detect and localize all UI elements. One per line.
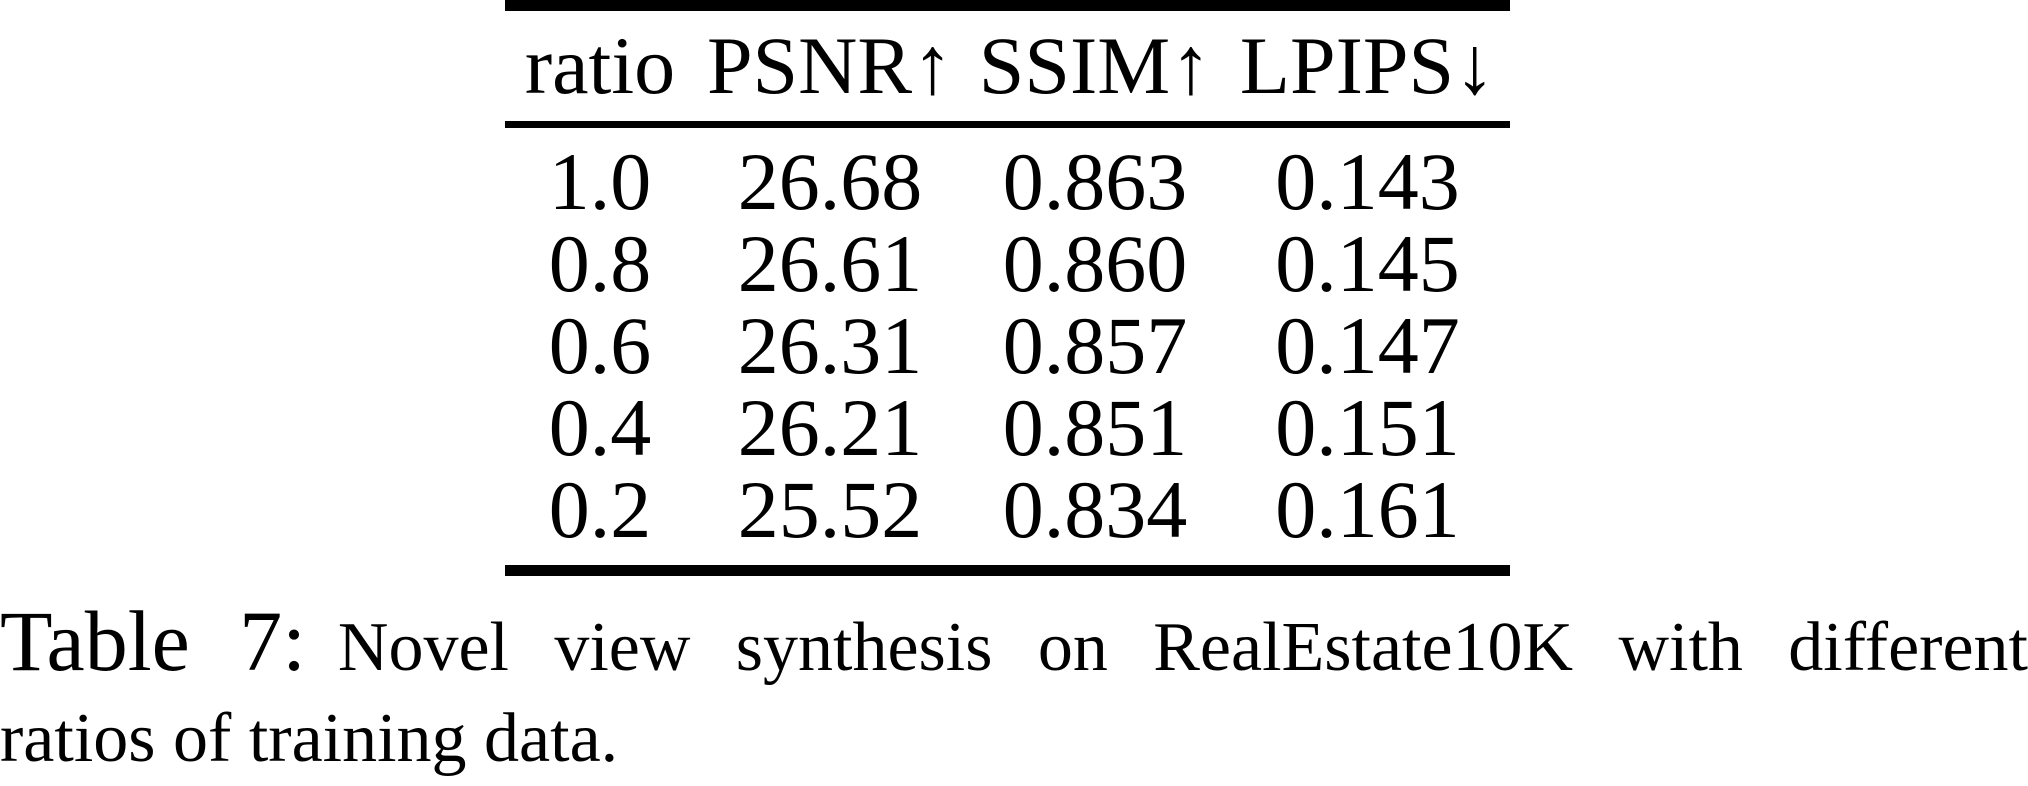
cell-ssim: 0.860 bbox=[1002, 218, 1188, 309]
cell-ssim: 0.863 bbox=[1002, 136, 1188, 227]
col-header-psnr: PSNR↑ bbox=[706, 20, 954, 111]
results-table: ratio PSNR↑ SSIM↑ LPIPS↓ 1.0 26.68 0.863… bbox=[505, 0, 1510, 576]
cell-psnr: 26.21 bbox=[737, 382, 923, 473]
cell-ssim: 0.834 bbox=[1002, 464, 1188, 555]
table-caption: Table 7: Novel view synthesis on RealEst… bbox=[0, 592, 2028, 786]
col-header-ratio: ratio bbox=[524, 20, 676, 111]
cell-psnr: 26.31 bbox=[737, 300, 923, 391]
cell-ratio: 1.0 bbox=[548, 136, 652, 227]
col-header-ssim: SSIM↑ bbox=[978, 20, 1212, 111]
table-row: 0.6 26.31 0.857 0.147 bbox=[505, 305, 1510, 387]
cell-ratio: 0.2 bbox=[548, 464, 652, 555]
cell-ratio: 0.8 bbox=[548, 218, 652, 309]
results-table-container: ratio PSNR↑ SSIM↑ LPIPS↓ 1.0 26.68 0.863… bbox=[505, 0, 1510, 576]
caption-text-line-2: ratios of training data. bbox=[0, 700, 619, 777]
table-row: 0.8 26.61 0.860 0.145 bbox=[505, 223, 1510, 305]
cell-lpips: 0.143 bbox=[1275, 136, 1460, 227]
cell-lpips: 0.145 bbox=[1275, 218, 1460, 309]
cell-ssim: 0.857 bbox=[1002, 300, 1188, 391]
caption-line-1: Table 7: Novel view synthesis on RealEst… bbox=[0, 592, 2028, 690]
caption-label: Table 7: bbox=[0, 593, 307, 689]
table-row: 1.0 26.68 0.863 0.143 bbox=[505, 125, 1510, 224]
table-row: 0.4 26.21 0.851 0.151 bbox=[505, 387, 1510, 469]
col-header-lpips: LPIPS↓ bbox=[1239, 20, 1496, 111]
cell-ssim: 0.851 bbox=[1002, 382, 1188, 473]
cell-psnr: 26.68 bbox=[737, 136, 923, 227]
table-row: 0.2 25.52 0.834 0.161 bbox=[505, 469, 1510, 571]
caption-text-line-1: Novel view synthesis on RealEstate10K wi… bbox=[337, 609, 2028, 686]
cell-ratio: 0.4 bbox=[548, 382, 652, 473]
cell-psnr: 26.61 bbox=[737, 218, 923, 309]
cell-lpips: 0.151 bbox=[1275, 382, 1460, 473]
cell-ratio: 0.6 bbox=[548, 300, 652, 391]
header-row: ratio PSNR↑ SSIM↑ LPIPS↓ bbox=[505, 6, 1510, 125]
cell-lpips: 0.161 bbox=[1275, 464, 1460, 555]
cell-lpips: 0.147 bbox=[1275, 300, 1460, 391]
cell-psnr: 25.52 bbox=[737, 464, 923, 555]
